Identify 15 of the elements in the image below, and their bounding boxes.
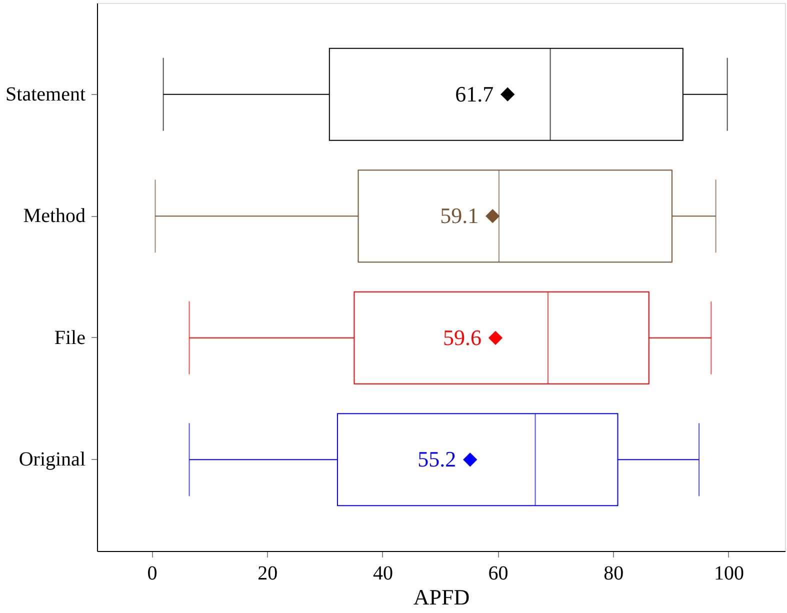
y-tick-label: Statement [6, 83, 86, 106]
annotation: 61.7 [455, 81, 494, 106]
x-tick-label: 20 [258, 562, 278, 584]
x-tick-label: 100 [714, 562, 744, 584]
annotation: 55.2 [418, 446, 456, 472]
y-tick-label: Method [23, 205, 86, 228]
x-tick-label: 60 [488, 562, 508, 584]
x-axis-title: APFD [413, 584, 470, 610]
y-tick-label: File [54, 326, 86, 349]
annotation: 59.1 [440, 203, 479, 228]
x-tick-label: 80 [604, 562, 624, 584]
x-tick-label: 40 [372, 562, 393, 584]
y-tick-label: Original [18, 448, 86, 471]
annotation: 59.6 [443, 324, 482, 350]
x-tick-label: 0 [147, 562, 158, 584]
